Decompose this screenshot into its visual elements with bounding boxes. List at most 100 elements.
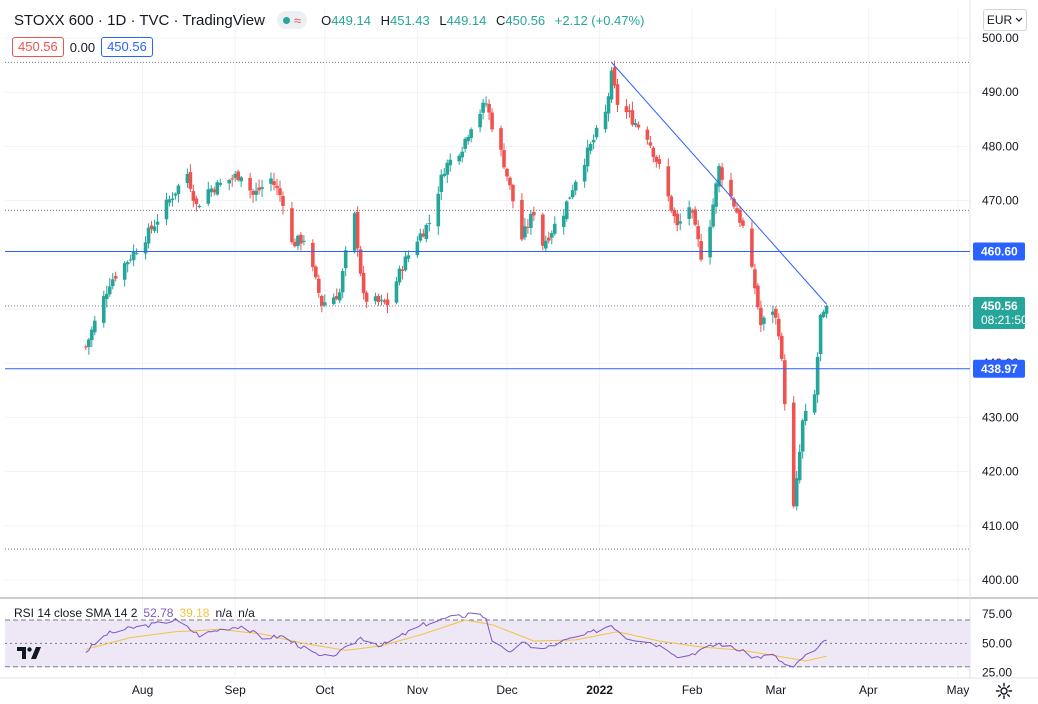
candle-body <box>779 335 784 359</box>
candle <box>87 337 91 355</box>
candle <box>818 313 823 362</box>
change-value: +2.12 (+0.47%) <box>554 12 645 28</box>
low-label: L <box>439 12 447 28</box>
currency-dropdown[interactable]: EUR <box>983 9 1027 31</box>
candle <box>648 136 653 149</box>
candle-body <box>824 305 829 314</box>
candle <box>406 250 411 263</box>
price-axis-label: 420.00 <box>982 465 1019 479</box>
candle-body <box>487 103 491 113</box>
candle-body <box>236 171 240 181</box>
candle-body <box>188 172 193 189</box>
grid-lines <box>5 8 970 677</box>
candle <box>122 261 127 287</box>
level-tag-upper-text: 460.60 <box>981 245 1018 259</box>
candle <box>355 206 360 257</box>
candle-body <box>627 110 632 113</box>
candle <box>215 179 220 196</box>
gear-icon[interactable] <box>995 682 1013 700</box>
candle <box>729 172 733 201</box>
candle <box>290 201 294 245</box>
candle <box>549 230 554 245</box>
candle-body <box>532 211 536 216</box>
candle <box>230 174 234 187</box>
candle <box>385 292 390 314</box>
candle-body <box>278 188 282 196</box>
candle-body <box>457 155 461 162</box>
candle <box>361 265 366 300</box>
candle <box>505 167 509 182</box>
chevron-down-icon <box>1015 17 1023 22</box>
candle <box>251 188 255 203</box>
rsi-sma-value: 39.18 <box>179 606 210 620</box>
rsi-axis-label: 25.00 <box>982 666 1012 680</box>
candle-body <box>337 292 342 301</box>
candle <box>445 159 450 183</box>
candle-body <box>194 198 199 205</box>
time-axis: Aug Sep Oct Nov Dec 2022 Feb Mar Apr May <box>132 683 969 697</box>
candle-body <box>508 177 512 186</box>
buy-price-button[interactable]: 450.56 <box>101 37 153 57</box>
candle-body <box>257 187 261 191</box>
candle <box>487 99 491 121</box>
candle-body <box>439 174 444 193</box>
candle <box>131 244 136 267</box>
candle <box>499 125 503 157</box>
candle <box>337 288 342 304</box>
candle-body <box>714 183 718 207</box>
candle-body <box>340 270 345 293</box>
candle <box>615 78 620 113</box>
candle-body <box>499 128 503 150</box>
candle <box>239 175 243 188</box>
last-price-tag-bg <box>973 296 1025 329</box>
candle <box>197 204 202 209</box>
candle-body <box>281 196 285 206</box>
candle <box>113 271 118 282</box>
candle-body <box>385 299 390 306</box>
tradingview-logo[interactable] <box>17 645 41 661</box>
candle <box>218 178 223 187</box>
candle-body <box>134 252 139 254</box>
candle <box>260 180 264 197</box>
candle <box>717 163 721 193</box>
rsi-title: RSI 14 close SMA 14 2 <box>14 606 138 620</box>
candle-body <box>254 190 258 195</box>
candle <box>469 127 473 143</box>
candle-body <box>406 255 411 259</box>
candle-body <box>711 204 715 227</box>
candle-body <box>125 261 130 265</box>
symbol-title[interactable]: STOXX 600 · 1D · TVC · TradingView <box>14 11 265 29</box>
candle-body <box>603 111 608 130</box>
candle <box>529 209 533 235</box>
rsi-value: 52.78 <box>143 606 174 620</box>
candle-body <box>101 296 106 323</box>
candle <box>564 200 569 222</box>
candle-body <box>570 190 575 198</box>
bid-ask-row: 450.56 0.00 450.56 <box>12 37 153 57</box>
sell-price-button[interactable]: 450.56 <box>12 37 64 57</box>
candle <box>815 352 820 404</box>
rsi-na-1: n/a <box>215 606 233 620</box>
candle <box>741 217 745 229</box>
rsi-legend[interactable]: RSI 14 close SMA 14 2 52.78 39.18 n/a n/a <box>14 606 255 620</box>
candle-body <box>275 185 279 188</box>
market-status-pill[interactable]: ≈ <box>276 11 308 29</box>
candle <box>397 265 402 286</box>
candle-body <box>149 225 154 230</box>
level-tag-upper-bg <box>973 242 1025 261</box>
candle <box>567 196 572 200</box>
countdown-text: 08:21:50 <box>981 313 1028 327</box>
candle <box>439 169 444 201</box>
candle-body <box>541 214 545 246</box>
candle <box>442 168 447 178</box>
rsi-na-2: n/a <box>238 606 255 620</box>
candle <box>173 192 178 200</box>
candle-body <box>567 197 572 199</box>
candle <box>774 306 778 325</box>
candle <box>379 294 384 306</box>
candle <box>812 389 817 415</box>
candle-body <box>759 307 763 326</box>
candle <box>791 396 796 509</box>
